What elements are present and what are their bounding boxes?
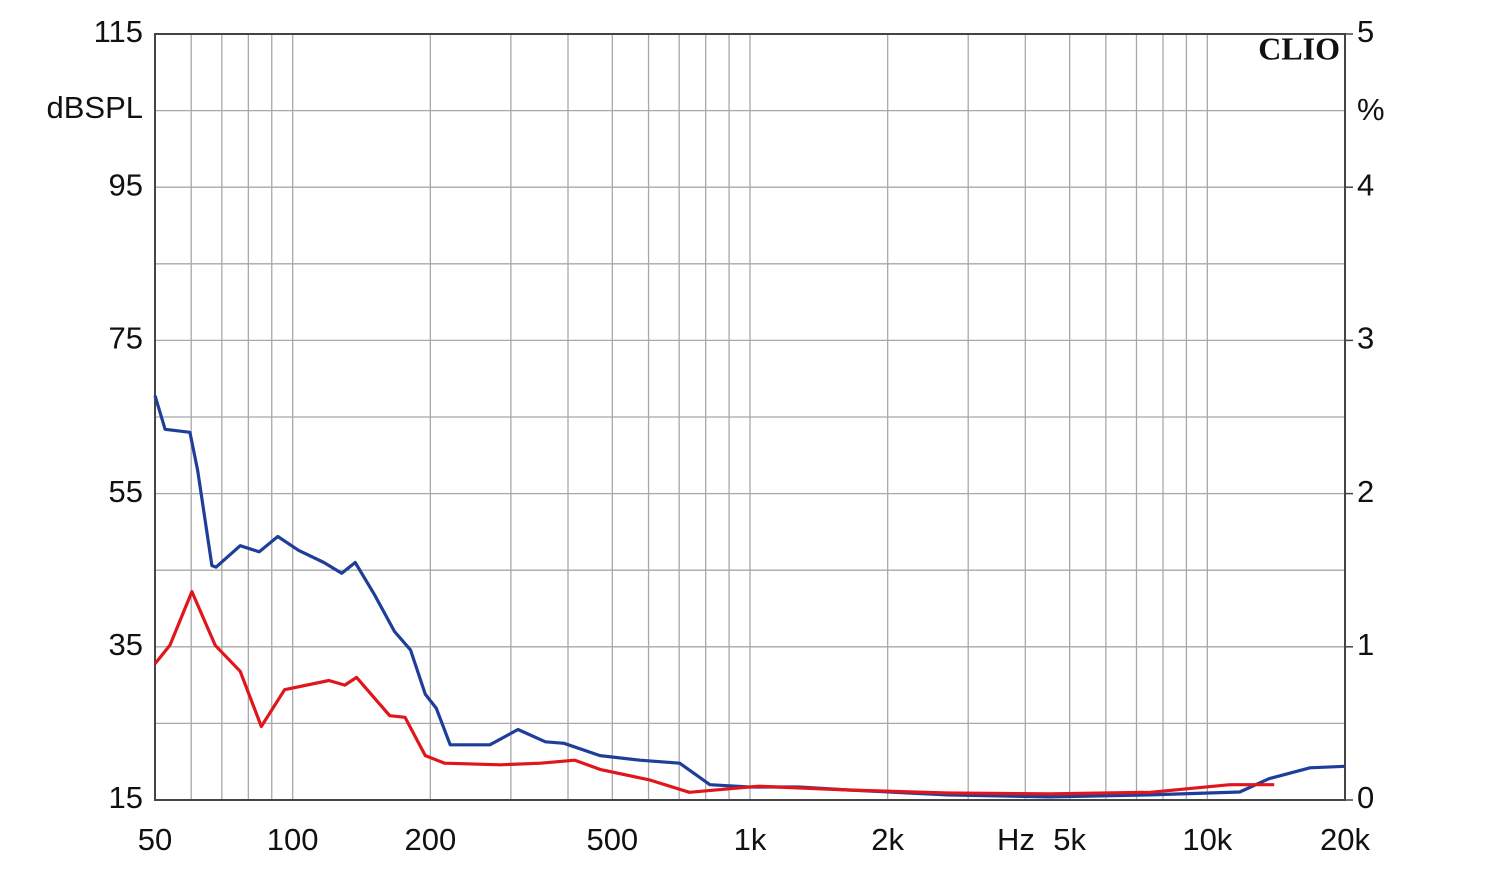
x-tick-label: 100 [267, 822, 319, 857]
x-tick-label: 2k [871, 822, 904, 857]
y2-tick-label: 3 [1357, 321, 1374, 356]
y-axis-label: dBSPL [46, 90, 143, 125]
brand-label: CLIO [1258, 30, 1340, 66]
y-tick-label: 55 [109, 474, 143, 509]
y2-tick-label: 0 [1357, 780, 1374, 815]
y2-tick-label: 4 [1357, 167, 1374, 202]
x-tick-label: 200 [404, 822, 456, 857]
data-line [153, 395, 1346, 799]
y2-axis-label: % [1357, 92, 1385, 127]
x-axis-label: Hz [997, 822, 1035, 857]
y-tick-label: 35 [109, 627, 143, 662]
x-tick-label: 20k [1320, 822, 1370, 857]
y-tick-label: 15 [109, 780, 143, 815]
y2-tick-label: 2 [1357, 474, 1374, 509]
x-tick-label: 50 [138, 822, 172, 857]
y-tick-label: 115 [94, 14, 143, 49]
x-tick-label: 5k [1053, 822, 1086, 857]
y-tick-label: 75 [109, 321, 143, 356]
y2-tick-label: 5 [1357, 14, 1374, 49]
data-line [153, 590, 1275, 796]
y-tick-label: 95 [109, 167, 143, 202]
x-tick-label: 500 [586, 822, 638, 857]
plot-frame [154, 33, 1346, 801]
x-tick-label: 1k [734, 822, 767, 857]
y2-tick-label: 1 [1357, 627, 1374, 662]
x-tick-label: 10k [1182, 822, 1232, 857]
